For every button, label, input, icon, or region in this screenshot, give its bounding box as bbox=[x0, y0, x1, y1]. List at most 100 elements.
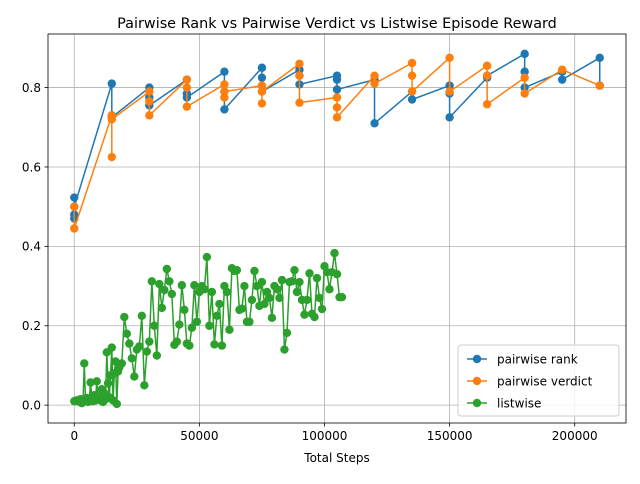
data-point-listwise bbox=[277, 275, 287, 285]
data-point-pairwise-verdict bbox=[107, 152, 117, 162]
data-point-listwise bbox=[265, 293, 274, 303]
data-point-listwise bbox=[225, 325, 234, 334]
data-point-listwise bbox=[180, 305, 189, 315]
data-point-listwise bbox=[107, 343, 117, 352]
data-point-listwise bbox=[127, 354, 137, 363]
data-point-pairwise-verdict bbox=[182, 83, 192, 92]
data-point-pairwise-verdict bbox=[220, 87, 229, 96]
data-point-listwise bbox=[280, 345, 289, 354]
data-point-pairwise-rank bbox=[595, 53, 604, 63]
data-point-listwise bbox=[290, 265, 299, 275]
data-point-pairwise-verdict bbox=[220, 93, 229, 102]
data-point-listwise bbox=[292, 287, 302, 297]
data-point-pairwise-verdict bbox=[145, 111, 154, 120]
data-point-listwise bbox=[125, 339, 134, 348]
data-point-pairwise-verdict bbox=[182, 75, 192, 84]
data-point-listwise bbox=[135, 342, 144, 351]
data-point-listwise bbox=[192, 317, 202, 326]
data-point-pairwise-verdict bbox=[257, 81, 267, 90]
data-point-pairwise-verdict bbox=[407, 58, 417, 68]
data-point-pairwise-verdict bbox=[332, 93, 342, 102]
data-point-listwise bbox=[120, 312, 129, 322]
data-point-pairwise-verdict bbox=[332, 103, 342, 112]
y-axis-ticks: 0.0 0.2 0.4 0.6 0.8 bbox=[22, 81, 48, 412]
data-point-listwise bbox=[237, 304, 247, 313]
data-point-pairwise-verdict bbox=[145, 87, 154, 96]
legend-label: pairwise verdict bbox=[497, 374, 593, 388]
legend-label: pairwise rank bbox=[497, 352, 578, 366]
data-point-pairwise-verdict bbox=[482, 71, 492, 80]
data-point-pairwise-rank bbox=[220, 67, 229, 76]
data-point-listwise bbox=[140, 381, 149, 390]
y-tick-label: 0.4 bbox=[22, 240, 41, 254]
data-point-listwise bbox=[157, 303, 167, 313]
data-point-listwise bbox=[185, 341, 194, 350]
data-point-listwise bbox=[137, 311, 147, 321]
data-point-listwise bbox=[142, 347, 152, 356]
data-point-listwise bbox=[150, 321, 159, 330]
data-point-listwise bbox=[80, 359, 89, 368]
data-point-pairwise-verdict bbox=[595, 81, 604, 90]
data-point-listwise bbox=[200, 285, 209, 294]
data-point-listwise bbox=[315, 293, 324, 303]
data-point-listwise bbox=[260, 299, 269, 309]
data-point-pairwise-rank bbox=[332, 75, 342, 84]
y-tick-label: 0.0 bbox=[22, 398, 41, 412]
data-point-listwise bbox=[130, 372, 139, 381]
series-listwise bbox=[70, 248, 347, 409]
series-pairwise-verdict bbox=[70, 53, 604, 233]
data-point-listwise bbox=[112, 399, 122, 409]
data-point-pairwise-verdict bbox=[295, 59, 304, 68]
data-point-listwise bbox=[275, 293, 284, 303]
data-point-listwise bbox=[145, 337, 154, 346]
data-point-listwise bbox=[215, 299, 224, 309]
data-point-pairwise-verdict bbox=[520, 89, 529, 98]
x-tick-label: 150000 bbox=[427, 429, 473, 443]
data-point-listwise bbox=[167, 289, 177, 299]
data-point-listwise bbox=[295, 277, 304, 287]
data-point-pairwise-rank bbox=[407, 95, 417, 104]
data-point-pairwise-verdict bbox=[70, 224, 79, 233]
data-point-listwise bbox=[312, 273, 322, 283]
data-point-pairwise-verdict bbox=[145, 97, 154, 106]
data-point-pairwise-verdict bbox=[482, 100, 492, 109]
data-point-listwise bbox=[152, 351, 162, 360]
data-point-pairwise-rank bbox=[445, 113, 454, 122]
data-point-listwise bbox=[257, 277, 267, 287]
data-point-pairwise-verdict bbox=[295, 71, 304, 80]
data-point-pairwise-rank bbox=[257, 73, 267, 82]
data-point-pairwise-rank bbox=[220, 105, 229, 114]
x-axis-label: Total Steps bbox=[303, 451, 369, 465]
data-point-pairwise-verdict bbox=[482, 61, 492, 70]
data-point-listwise bbox=[317, 304, 327, 314]
data-point-pairwise-rank bbox=[70, 193, 79, 202]
legend-swatch-marker bbox=[472, 398, 482, 408]
data-point-listwise bbox=[162, 264, 172, 274]
data-point-listwise bbox=[250, 266, 259, 276]
data-point-listwise bbox=[272, 285, 282, 294]
data-point-pairwise-verdict bbox=[220, 80, 229, 89]
data-point-pairwise-rank bbox=[332, 85, 342, 94]
data-point-pairwise-rank bbox=[257, 63, 267, 72]
y-tick-label: 0.2 bbox=[22, 319, 41, 333]
data-point-listwise bbox=[147, 277, 157, 286]
legend-item-listwise: listwise bbox=[467, 396, 541, 410]
data-point-pairwise-verdict bbox=[257, 99, 267, 108]
legend-box bbox=[457, 344, 620, 417]
data-point-listwise bbox=[267, 313, 277, 323]
chart-title: Pairwise Rank vs Pairwise Verdict vs Lis… bbox=[117, 16, 557, 32]
data-point-pairwise-verdict bbox=[257, 87, 267, 96]
data-point-listwise bbox=[217, 341, 227, 350]
y-tick-label: 0.8 bbox=[22, 81, 41, 95]
data-point-listwise bbox=[103, 379, 113, 388]
data-point-listwise bbox=[247, 295, 257, 305]
data-point-pairwise-verdict bbox=[107, 115, 117, 124]
data-point-listwise bbox=[300, 310, 309, 319]
data-point-pairwise-rank bbox=[520, 67, 529, 76]
data-point-listwise bbox=[287, 277, 297, 286]
data-point-listwise bbox=[190, 281, 199, 290]
plot-frame bbox=[47, 33, 627, 424]
data-point-pairwise-rank bbox=[520, 49, 529, 59]
